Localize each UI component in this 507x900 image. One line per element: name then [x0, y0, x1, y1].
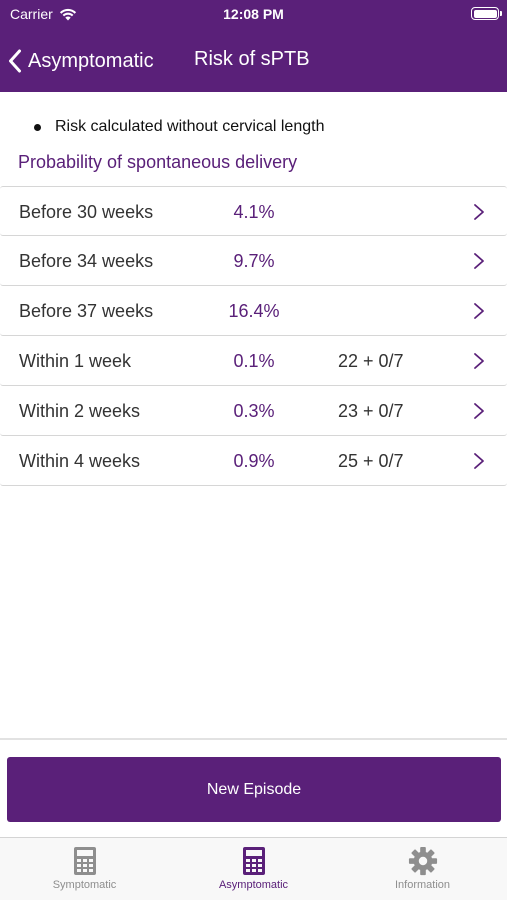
- note-bullet: Risk calculated without cervical length: [34, 118, 324, 136]
- navigation-bar: Asymptomatic Risk of sPTB: [0, 30, 507, 92]
- risk-row[interactable]: Before 37 weeks 16.4%: [0, 286, 507, 336]
- tab-label: Symptomatic: [52, 879, 117, 891]
- back-button[interactable]: Asymptomatic: [8, 44, 154, 78]
- chevron-right-icon: [474, 204, 484, 220]
- new-episode-button[interactable]: New Episode: [7, 757, 501, 822]
- chevron-left-icon: [9, 49, 21, 73]
- risk-row[interactable]: Within 2 weeks 0.3% 23 + 0/7: [0, 386, 507, 436]
- tab-label: Asymptomatic: [218, 879, 289, 891]
- risk-row[interactable]: Before 34 weeks 9.7%: [0, 236, 507, 286]
- row-probability: 4.1%: [233, 202, 275, 222]
- tab-bar: Symptomatic Asymptomatic: [0, 837, 507, 900]
- bullet-dot: [34, 123, 41, 131]
- section-title: Probability of spontaneous delivery: [18, 152, 298, 172]
- risk-row[interactable]: Within 1 week 0.1% 22 + 0/7: [0, 336, 507, 386]
- carrier-indicator: Carrier: [10, 6, 77, 22]
- divider: [0, 738, 507, 740]
- row-label: Before 37 weeks: [19, 301, 154, 321]
- note-text: Risk calculated without cervical length: [55, 118, 325, 135]
- chevron-right-icon: [474, 353, 484, 369]
- row-probability: 0.9%: [233, 451, 275, 471]
- row-label: Within 4 weeks: [19, 451, 141, 471]
- chevron-right-icon: [474, 403, 484, 419]
- row-label: Before 34 weeks: [19, 251, 154, 271]
- chevron-right-icon: [474, 303, 484, 319]
- row-label: Within 1 week: [19, 351, 132, 371]
- gear-icon: [408, 846, 437, 876]
- status-bar: Carrier 12:08 PM: [0, 0, 507, 30]
- risk-row[interactable]: Before 30 weeks 4.1%: [0, 186, 507, 236]
- risk-list: Before 30 weeks 4.1% Before 34 weeks 9.7…: [0, 186, 507, 486]
- clock: 12:08 PM: [223, 6, 284, 22]
- battery-icon: [471, 7, 502, 20]
- row-gestation: 25 + 0/7: [338, 451, 404, 471]
- wifi-icon: [59, 8, 76, 21]
- chevron-right-icon: [474, 253, 484, 269]
- tab-label: Information: [394, 879, 451, 891]
- page-title: Risk of sPTB: [194, 48, 310, 70]
- risk-row[interactable]: Within 4 weeks 0.9% 25 + 0/7: [0, 436, 507, 486]
- row-gestation: 22 + 0/7: [338, 351, 404, 371]
- tab-asymptomatic[interactable]: Asymptomatic: [169, 838, 338, 900]
- carrier-label: Carrier: [10, 6, 53, 22]
- calculator-icon: [242, 847, 265, 875]
- row-label: Before 30 weeks: [19, 202, 154, 222]
- tab-information[interactable]: Information: [338, 838, 507, 900]
- chevron-right-icon: [474, 453, 484, 469]
- back-label: Asymptomatic: [28, 49, 154, 72]
- tab-symptomatic[interactable]: Symptomatic: [0, 838, 169, 900]
- calculator-icon: [73, 847, 96, 875]
- row-label: Within 2 weeks: [19, 401, 141, 421]
- row-gestation: 23 + 0/7: [338, 401, 404, 421]
- row-probability: 9.7%: [233, 251, 275, 271]
- row-probability: 0.3%: [233, 401, 275, 421]
- row-probability: 0.1%: [233, 351, 275, 371]
- row-probability: 16.4%: [228, 301, 280, 321]
